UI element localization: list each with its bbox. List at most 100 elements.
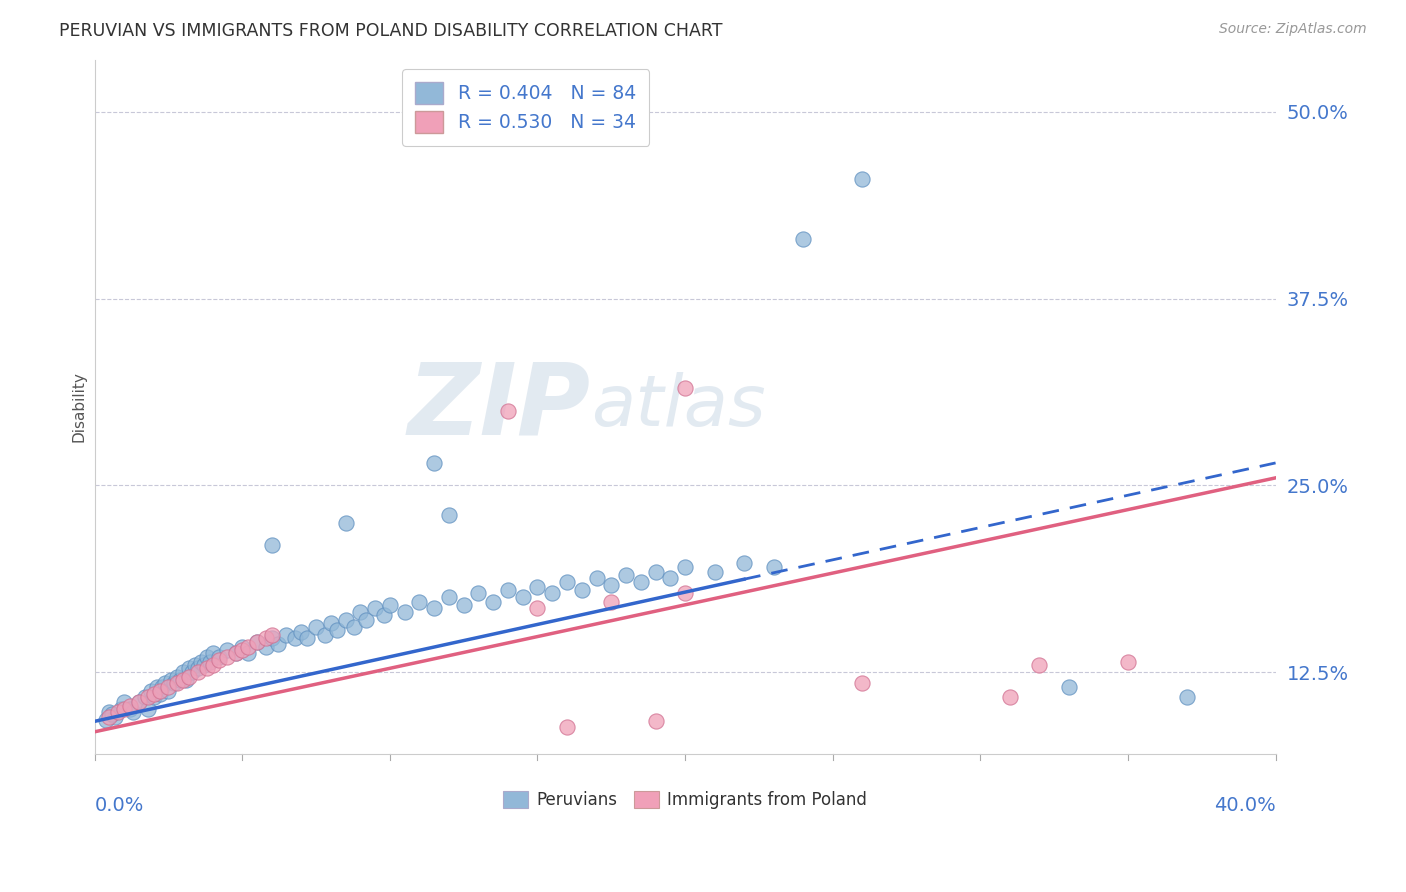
Point — [496, 582, 519, 597]
Point — [177, 660, 200, 674]
Point — [96, 713, 118, 727]
Text: atlas: atlas — [591, 372, 765, 442]
Point — [1116, 655, 1139, 669]
Point — [343, 620, 366, 634]
Point — [207, 650, 229, 665]
Point — [571, 582, 593, 597]
Point — [260, 631, 283, 645]
Point — [335, 613, 357, 627]
Point — [139, 684, 162, 698]
Point — [207, 653, 229, 667]
Point — [201, 646, 224, 660]
Point — [181, 665, 204, 679]
Point — [260, 628, 283, 642]
Point — [107, 706, 129, 720]
Point — [290, 624, 312, 639]
Point — [276, 628, 298, 642]
Point — [319, 615, 342, 630]
Point — [254, 631, 277, 645]
Point — [201, 657, 224, 672]
Point — [305, 620, 328, 634]
Point — [195, 660, 218, 674]
Point — [555, 575, 578, 590]
Point — [526, 600, 548, 615]
Point — [266, 637, 288, 651]
Point — [600, 578, 623, 592]
Point — [231, 642, 253, 657]
Point — [166, 669, 188, 683]
Point — [284, 631, 307, 645]
Point — [408, 595, 430, 609]
Point — [122, 706, 145, 720]
Point — [166, 675, 188, 690]
Point — [354, 613, 377, 627]
Point — [659, 571, 682, 585]
Point — [1057, 680, 1080, 694]
Point — [134, 690, 156, 705]
Point — [295, 631, 318, 645]
Point — [394, 605, 416, 619]
Point — [148, 688, 170, 702]
Point — [160, 673, 183, 687]
Point — [260, 538, 283, 552]
Point — [851, 172, 873, 186]
Point — [482, 595, 505, 609]
Point — [190, 655, 212, 669]
Point — [187, 665, 209, 679]
Point — [703, 565, 725, 579]
Point — [236, 646, 259, 660]
Point — [378, 598, 401, 612]
Point — [195, 650, 218, 665]
Point — [246, 635, 269, 649]
Point — [217, 642, 239, 657]
Point — [118, 699, 141, 714]
Point — [1175, 690, 1198, 705]
Point — [314, 628, 336, 642]
Legend: Peruvians, Immigrants from Poland: Peruvians, Immigrants from Poland — [496, 784, 875, 815]
Point — [231, 640, 253, 654]
Point — [423, 600, 446, 615]
Point — [373, 608, 395, 623]
Point — [172, 673, 194, 687]
Point — [142, 690, 165, 705]
Point — [128, 695, 150, 709]
Point — [644, 565, 666, 579]
Point — [157, 680, 180, 694]
Point — [118, 702, 141, 716]
Text: PERUVIAN VS IMMIGRANTS FROM POLAND DISABILITY CORRELATION CHART: PERUVIAN VS IMMIGRANTS FROM POLAND DISAB… — [59, 22, 723, 40]
Point — [174, 673, 197, 687]
Point — [349, 605, 371, 619]
Point — [128, 695, 150, 709]
Point — [145, 680, 167, 694]
Point — [110, 702, 132, 716]
Point — [225, 646, 247, 660]
Point — [437, 591, 460, 605]
Point — [152, 680, 174, 694]
Point — [541, 586, 564, 600]
Point — [673, 560, 696, 574]
Point — [157, 684, 180, 698]
Point — [112, 695, 135, 709]
Point — [600, 595, 623, 609]
Point — [614, 568, 637, 582]
Text: 40.0%: 40.0% — [1213, 796, 1275, 815]
Point — [193, 657, 215, 672]
Point — [496, 403, 519, 417]
Point — [555, 720, 578, 734]
Point — [792, 232, 814, 246]
Point — [136, 690, 159, 705]
Point — [246, 635, 269, 649]
Point — [98, 710, 121, 724]
Point — [225, 646, 247, 660]
Point — [198, 655, 221, 669]
Point — [217, 650, 239, 665]
Point — [155, 675, 177, 690]
Point — [163, 675, 186, 690]
Point — [184, 657, 207, 672]
Text: 0.0%: 0.0% — [94, 796, 143, 815]
Point — [673, 586, 696, 600]
Point — [187, 660, 209, 674]
Point — [526, 580, 548, 594]
Point — [998, 690, 1021, 705]
Y-axis label: Disability: Disability — [72, 371, 86, 442]
